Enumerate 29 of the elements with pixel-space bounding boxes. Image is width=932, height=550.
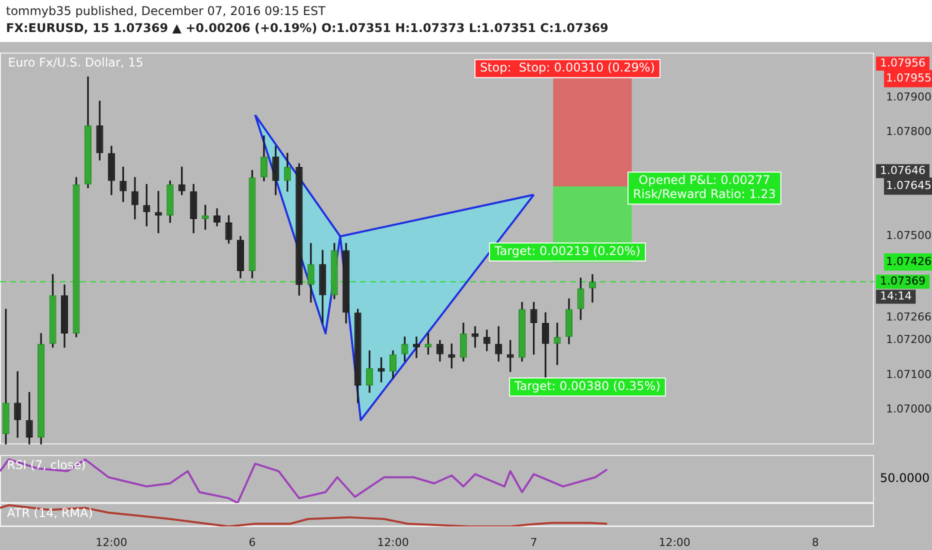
y-tick-label: 1.07800 bbox=[886, 125, 932, 138]
text: 1.07646 bbox=[880, 164, 926, 177]
y-tick-label: 1.07100 bbox=[886, 368, 932, 381]
annotation: Target: 0.00380 (0.35%) bbox=[513, 379, 660, 394]
data-label: Stop: Stop: 0.00310 (0.29%) bbox=[480, 60, 655, 75]
ref-line-label: 1.07369 bbox=[880, 274, 926, 288]
y-tick-label: 1.07900 bbox=[886, 90, 932, 104]
y-tick-label: 1.07955 bbox=[886, 71, 932, 84]
x-tick-label: 8 bbox=[812, 536, 819, 549]
data-label: Target: 0.00219 (0.20%) bbox=[493, 244, 640, 258]
y-tick-label: 1.07266 bbox=[886, 310, 932, 324]
y-tick-label: 1.07200 bbox=[886, 333, 932, 346]
chart-title: ATR (14, RMA) bbox=[7, 506, 93, 520]
text: 1.07956 bbox=[880, 56, 926, 70]
text: 50.0000 bbox=[880, 471, 930, 486]
y-tick-label: 1.07500 bbox=[886, 229, 932, 242]
x-tick-label: 7 bbox=[530, 536, 538, 549]
annotation: Euro Fx/U.S. Dollar, 15 bbox=[8, 56, 144, 70]
chart-subtitle: FX:EURUSD, 15 1.07369 ▲ +0.00206 (+0.19%) O:1.07351 H:1.07373 L:1.07351 C:1.07369 bbox=[6, 20, 610, 37]
annotation: Opened P&L: 0.00277 Risk/Reward Ratio: 1.23 bbox=[633, 173, 776, 202]
x-tick-label: 12:00 bbox=[377, 536, 409, 549]
y-tick-label: 1.07426 bbox=[886, 254, 932, 268]
x-tick-label: 12:00 bbox=[658, 536, 690, 549]
text: 14:14 bbox=[880, 290, 912, 303]
y-tick-label: 1.07645 bbox=[886, 178, 932, 192]
chart-title: tommyb35 published, December 07, 2016 09:15 EST bbox=[6, 3, 326, 20]
x-tick-label: 12:00 bbox=[96, 536, 128, 549]
x-tick-label: 6 bbox=[248, 536, 256, 549]
y-tick-label: 1.07000 bbox=[886, 402, 932, 416]
